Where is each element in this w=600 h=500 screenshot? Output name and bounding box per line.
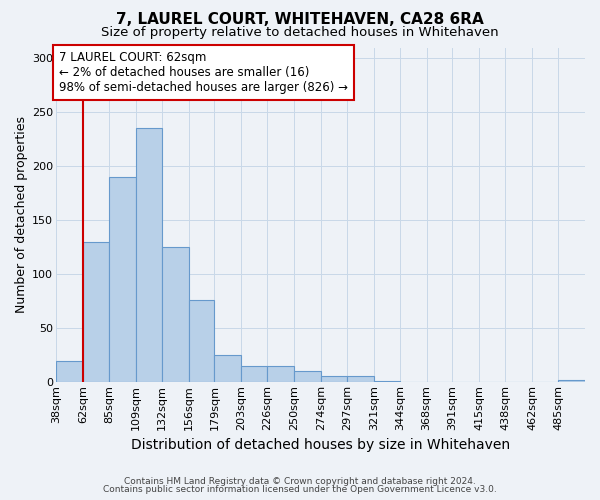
Text: Size of property relative to detached houses in Whitehaven: Size of property relative to detached ho…	[101, 26, 499, 39]
Text: 7 LAUREL COURT: 62sqm
← 2% of detached houses are smaller (16)
98% of semi-detac: 7 LAUREL COURT: 62sqm ← 2% of detached h…	[59, 51, 348, 94]
Bar	[267, 366, 294, 382]
Bar	[347, 376, 374, 382]
Bar	[161, 248, 188, 382]
Bar	[241, 366, 267, 382]
Bar	[294, 372, 321, 382]
Bar	[558, 380, 585, 382]
Bar	[188, 300, 214, 382]
Bar	[214, 356, 241, 382]
Bar	[109, 177, 136, 382]
Text: Contains HM Land Registry data © Crown copyright and database right 2024.: Contains HM Land Registry data © Crown c…	[124, 478, 476, 486]
Bar	[56, 360, 83, 382]
Bar	[321, 376, 347, 382]
Bar	[136, 128, 161, 382]
Y-axis label: Number of detached properties: Number of detached properties	[15, 116, 28, 314]
Bar	[374, 381, 400, 382]
Bar	[83, 242, 109, 382]
X-axis label: Distribution of detached houses by size in Whitehaven: Distribution of detached houses by size …	[131, 438, 510, 452]
Text: 7, LAUREL COURT, WHITEHAVEN, CA28 6RA: 7, LAUREL COURT, WHITEHAVEN, CA28 6RA	[116, 12, 484, 28]
Text: Contains public sector information licensed under the Open Government Licence v3: Contains public sector information licen…	[103, 485, 497, 494]
